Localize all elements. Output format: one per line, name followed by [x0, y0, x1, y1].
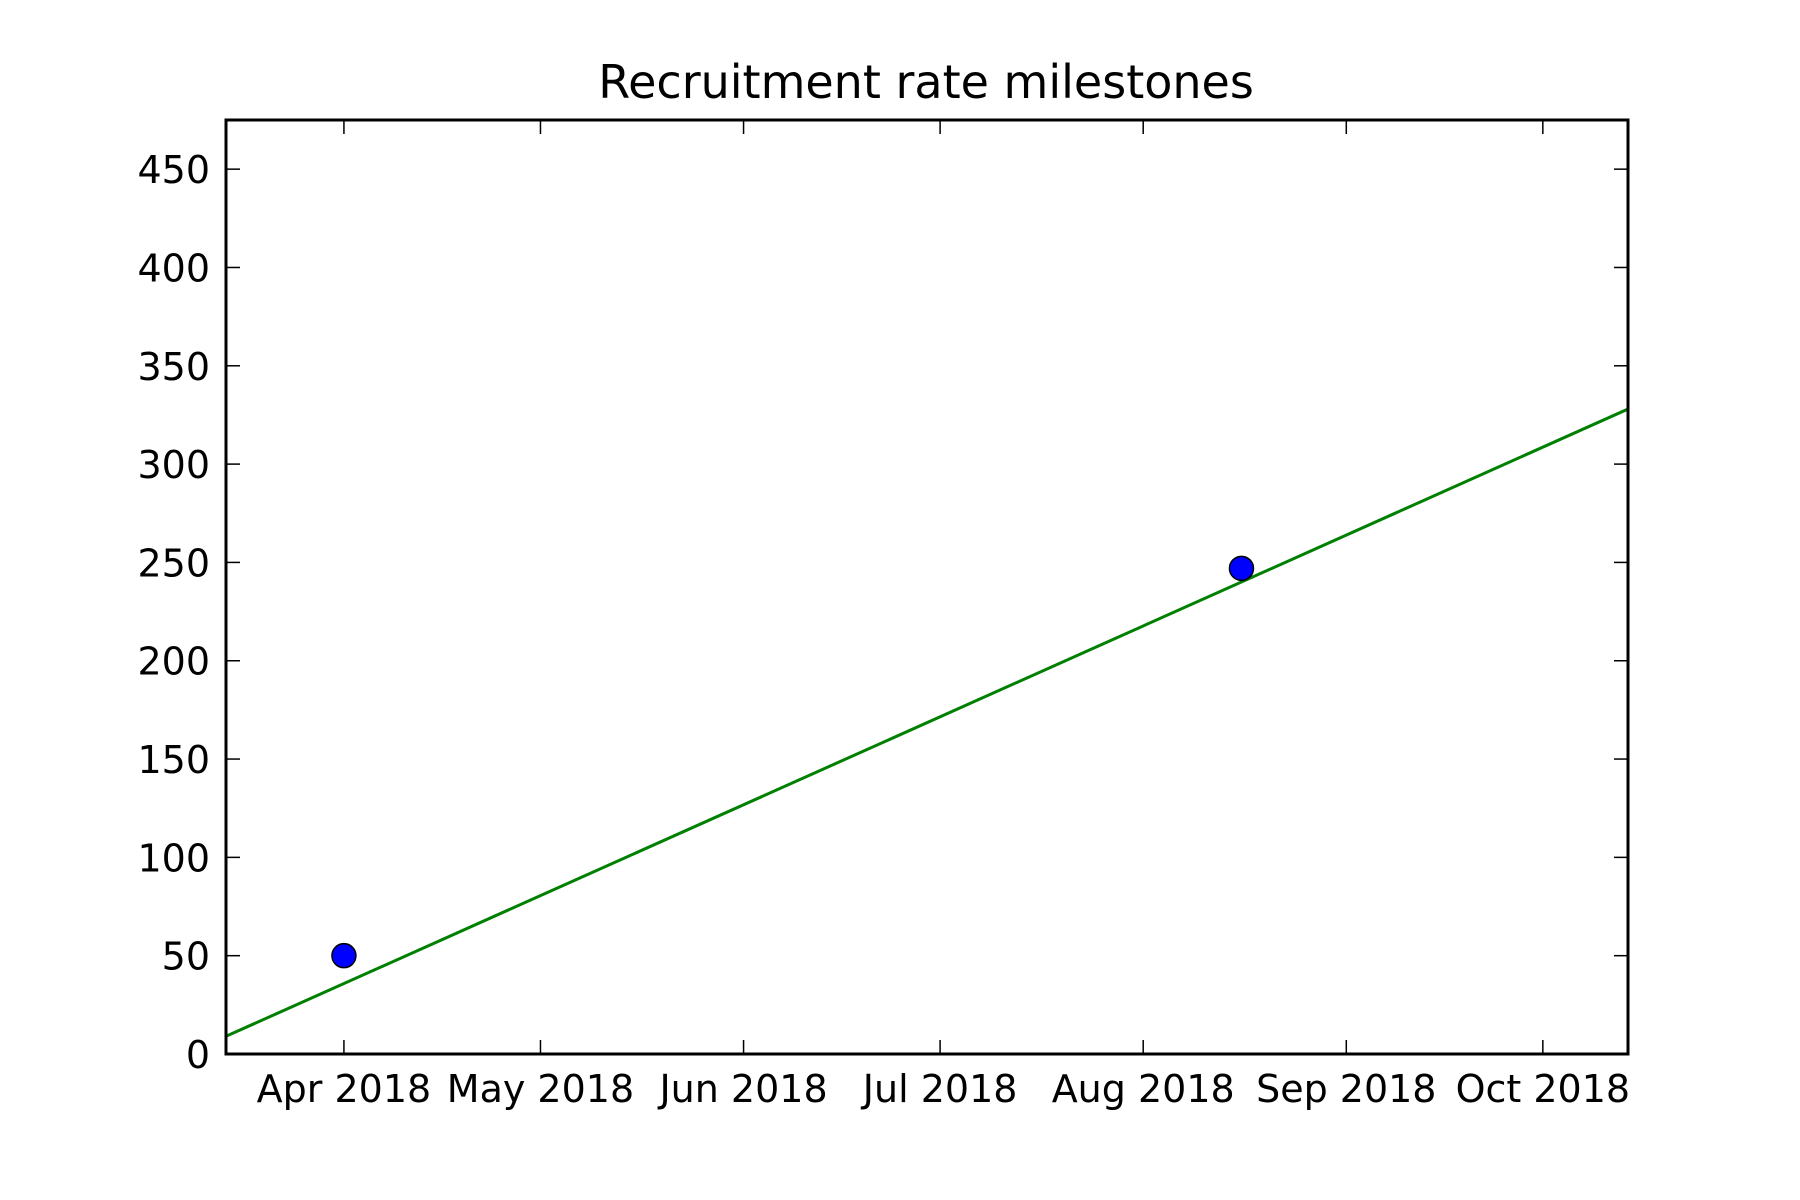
x-tick-label: Sep 2018 [1256, 1067, 1436, 1111]
y-tick-label: 400 [137, 246, 210, 290]
y-tick-label: 250 [137, 541, 210, 585]
y-tick-label: 300 [137, 443, 210, 487]
x-tick-label: May 2018 [447, 1067, 634, 1111]
plot-area [226, 407, 1628, 1038]
chart-title: Recruitment rate milestones [598, 55, 1254, 109]
x-tick-label: Jul 2018 [861, 1067, 1018, 1111]
data-point [1228, 555, 1255, 582]
y-tick-label: 350 [137, 345, 210, 389]
x-tick-label: Jun 2018 [657, 1067, 827, 1111]
x-tick-label: Aug 2018 [1052, 1067, 1235, 1111]
x-tick-label: Apr 2018 [257, 1067, 432, 1111]
y-tick-label: 450 [137, 148, 210, 192]
axes-frame [224, 118, 1630, 1056]
y-tick-label: 50 [162, 935, 210, 979]
data-point [331, 942, 357, 969]
y-tick-label: 200 [137, 640, 210, 684]
trend-line [226, 407, 1628, 1038]
y-tick-label: 0 [186, 1033, 210, 1077]
y-tick-label: 150 [137, 738, 210, 782]
x-tick-label: Oct 2018 [1456, 1067, 1631, 1111]
axis-ticks: 0 50 100 150 200 250 300 350 400 450 Apr 2018 May 2… [137, 120, 1630, 1111]
y-tick-label: 100 [137, 836, 210, 880]
